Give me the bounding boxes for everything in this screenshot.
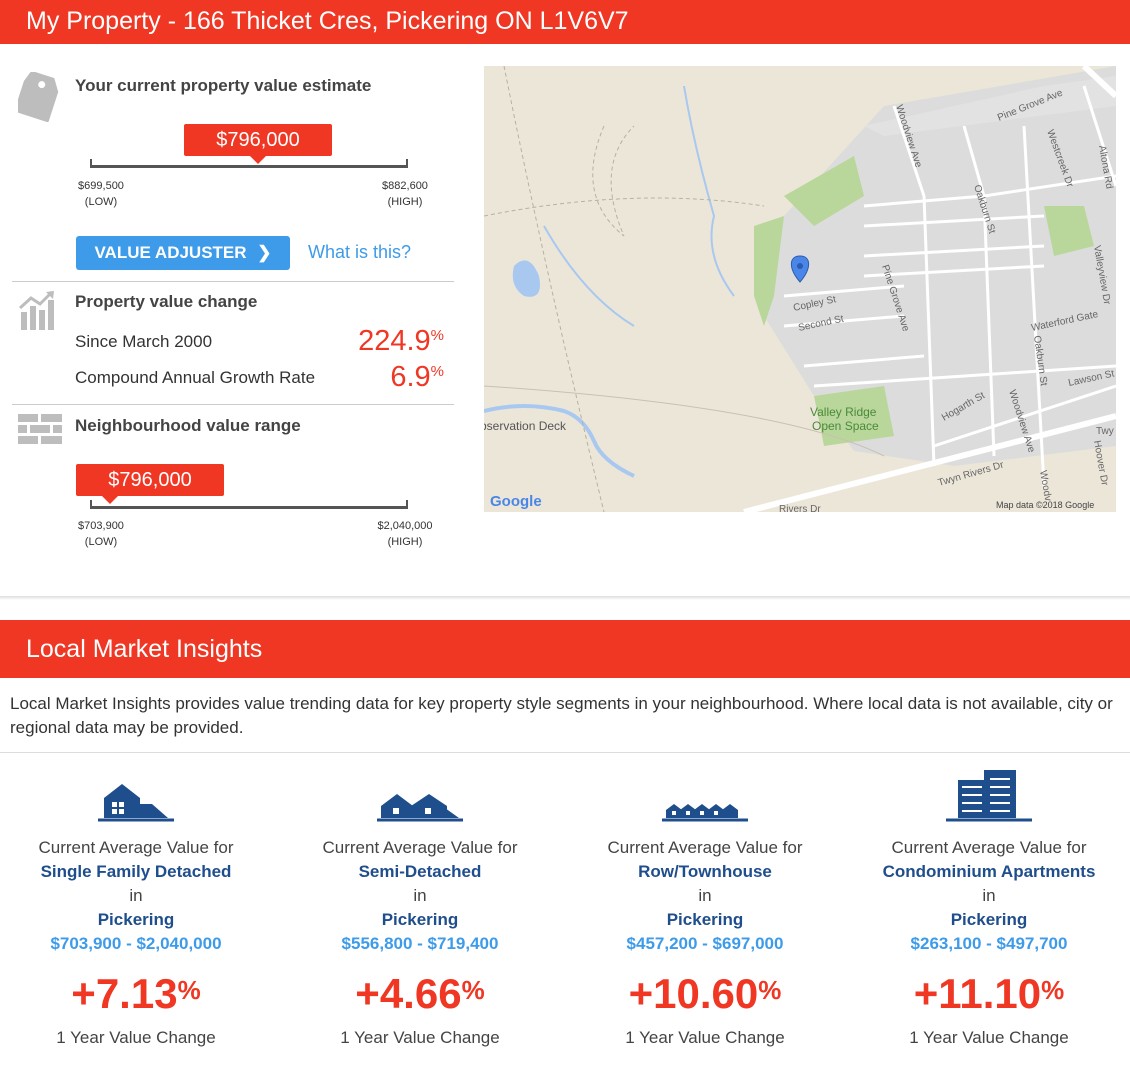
section-separator [0, 596, 1130, 600]
estimate-title: Your current property value estimate [75, 76, 372, 95]
neighbourhood-title: Neighbourhood value range [75, 416, 301, 435]
estimate-high: $882,600 (HIGH) [382, 180, 428, 208]
price-tag-icon [14, 70, 60, 127]
condo-building-icon [848, 760, 1130, 822]
insights-header: Local Market Insights [0, 620, 1130, 678]
google-logo: Google [490, 493, 542, 510]
growth-chart-icon [18, 290, 56, 337]
value-change: +10.60% [628, 970, 782, 1017]
svg-text:bservation Deck: bservation Deck [484, 419, 567, 433]
divider [0, 752, 1130, 753]
location-pin-icon[interactable] [790, 255, 810, 283]
cagr-value: 6.9% [390, 361, 444, 393]
svg-text:Woodv: Woodv [1037, 470, 1053, 502]
svg-text:Rivers Dr: Rivers Dr [779, 504, 821, 512]
svg-text:Open Space: Open Space [812, 419, 879, 433]
value-adjuster-button[interactable]: VALUE ADJUSTER ❯ [76, 236, 290, 270]
detached-house-icon [0, 760, 277, 822]
insights-intro: Local Market Insights provides value tre… [10, 694, 1113, 737]
since-value: 224.9% [358, 325, 444, 357]
property-header: My Property - 166 Thicket Cres, Pickerin… [0, 0, 1130, 44]
value-change: +11.10% [913, 970, 1065, 1017]
what-is-this-link[interactable]: What is this? [308, 242, 412, 262]
townhouse-icon [564, 760, 846, 822]
neighbourhood-low: $703,900 (LOW) [78, 520, 124, 548]
map-canvas: Woodview Ave Pine Grove Ave Westcreek Dr… [484, 66, 1116, 512]
map-attribution: Map data ©2018 Google [996, 500, 1094, 510]
divider [12, 404, 454, 405]
neighbourhood-scale [90, 500, 408, 509]
since-label: Since March 2000 [75, 332, 213, 351]
insight-card-detached: Current Average Value for Single Family … [0, 760, 277, 1048]
insight-card-townhouse: Current Average Value for Row/Townhouse … [564, 760, 846, 1048]
property-map[interactable]: Woodview Ave Pine Grove Ave Westcreek Dr… [484, 66, 1116, 512]
cagr-label: Compound Annual Growth Rate [75, 368, 316, 387]
value-change: +4.66% [355, 970, 485, 1017]
divider [12, 281, 454, 282]
change-title: Property value change [75, 292, 258, 311]
estimate-scale [90, 159, 408, 168]
page-title: My Property - 166 Thicket Cres, Pickerin… [26, 7, 629, 35]
semi-detached-icon [279, 760, 561, 822]
neighbourhood-value-bubble: $796,000 [76, 464, 224, 504]
svg-text:Twy: Twy [1096, 426, 1114, 437]
value-change: +7.13% [71, 970, 201, 1017]
estimate-low: $699,500 (LOW) [78, 180, 124, 208]
insights-title: Local Market Insights [26, 635, 263, 663]
insight-card-semi-detached: Current Average Value for Semi-Detached … [279, 760, 561, 1048]
svg-text:Valley Ridge: Valley Ridge [810, 405, 877, 419]
brick-wall-icon [18, 414, 62, 449]
neighbourhood-high: $2,040,000 (HIGH) [377, 520, 433, 548]
chevron-right-icon: ❯ [257, 243, 272, 262]
insight-card-condo: Current Average Value for Condominium Ap… [848, 760, 1130, 1048]
estimate-value-bubble: $796,000 [184, 124, 332, 164]
